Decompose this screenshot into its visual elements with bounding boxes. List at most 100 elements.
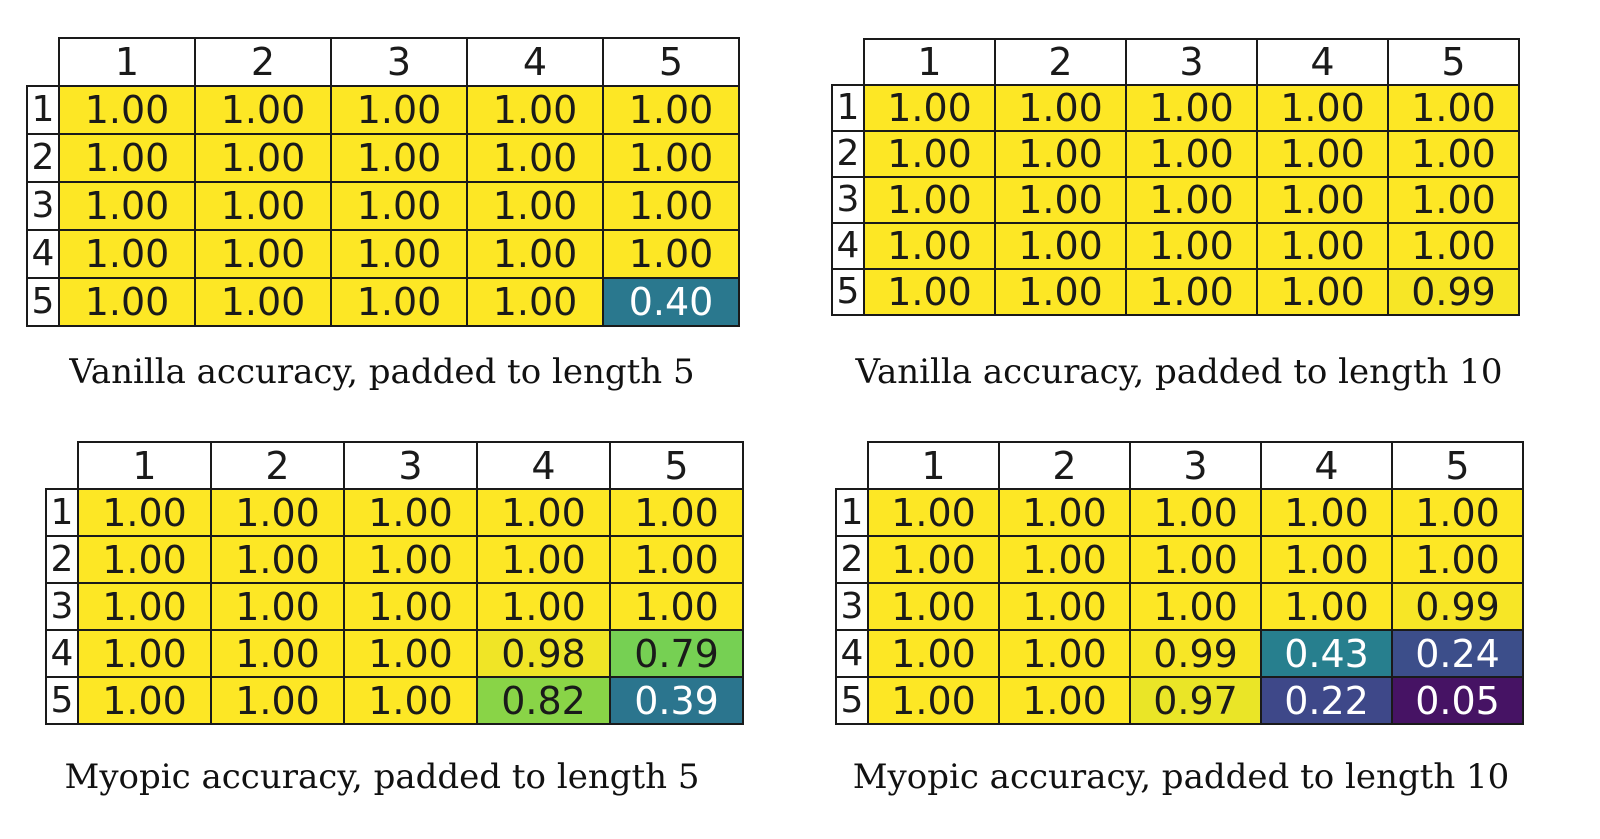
heatmap-cell-r2-c5: 1.00 [609, 535, 744, 584]
table-row: 2 1.00 1.00 1.00 1.00 1.00 [26, 133, 740, 183]
table-row: 3 1.00 1.00 1.00 1.00 1.00 [45, 582, 744, 631]
heatmap-cell-r3-c1: 1.00 [867, 582, 1000, 631]
heatmap-cell-r2-c1: 1.00 [58, 133, 196, 183]
heatmap-cell-r5-c1: 1.00 [77, 676, 212, 725]
heatmap-cell-r4-c3: 1.00 [343, 629, 478, 678]
column-header-4: 4 [1260, 441, 1393, 490]
table-row: 3 1.00 1.00 1.00 1.00 1.00 [831, 176, 1520, 224]
heatmap-cell-r2-c1: 1.00 [863, 130, 996, 178]
heatmap-cell-r5-c1: 1.00 [58, 277, 196, 327]
column-header-2: 2 [210, 441, 345, 490]
heatmap-table: 1 2 3 4 5 1 1.00 1.00 1.00 1.00 1.00 2 1.00 1.00 1.00 1… [831, 38, 1520, 316]
column-header-3: 3 [330, 37, 468, 87]
heatmap-cell-r1-c2: 1.00 [998, 488, 1131, 537]
row-header-1: 1 [45, 488, 79, 537]
heatmap-cell-r1-c5: 1.00 [1387, 84, 1520, 132]
heatmap-cell-r3-c2: 1.00 [998, 582, 1131, 631]
heatmap-cell-r4-c4: 0.98 [476, 629, 611, 678]
heatmap-panel-vanilla-10: 1 2 3 4 5 1 1.00 1.00 1.00 1.00 1.00 2 1.00 1.00 1.00 1… [831, 38, 1520, 316]
caption-myopic-10: Myopic accuracy, padded to length 10 [852, 757, 1510, 797]
row-header-2: 2 [835, 535, 869, 584]
heatmap-cell-r2-c3: 1.00 [1129, 535, 1262, 584]
table-row: 5 1.00 1.00 1.00 1.00 0.40 [26, 277, 740, 327]
heatmap-cell-r3-c1: 1.00 [77, 582, 212, 631]
heatmap-cell-r3-c2: 1.00 [210, 582, 345, 631]
heatmap-cell-r4-c5: 0.79 [609, 629, 744, 678]
heatmap-cell-r2-c3: 1.00 [343, 535, 478, 584]
heatmap-cell-r5-c2: 1.00 [998, 676, 1131, 725]
column-header-1: 1 [58, 37, 196, 87]
heatmap-cell-r1-c3: 1.00 [343, 488, 478, 537]
heatmap-cell-r2-c4: 1.00 [466, 133, 604, 183]
heatmap-cell-r4-c5: 1.00 [1387, 222, 1520, 270]
column-header-2: 2 [994, 38, 1127, 86]
row-header-5: 5 [835, 676, 869, 725]
heatmap-cell-r4-c3: 1.00 [330, 229, 468, 279]
corner-cell [27, 38, 59, 86]
heatmap-cell-r1-c4: 1.00 [1260, 488, 1393, 537]
table-row: 1 1.00 1.00 1.00 1.00 1.00 [45, 488, 744, 537]
table-row: 2 1.00 1.00 1.00 1.00 1.00 [835, 535, 1524, 584]
column-header-3: 3 [1129, 441, 1262, 490]
heatmap-cell-r2-c2: 1.00 [194, 133, 332, 183]
heatmap-cell-r3-c1: 1.00 [58, 181, 196, 231]
heatmap-cell-r5-c2: 1.00 [210, 676, 345, 725]
row-header-3: 3 [835, 582, 869, 631]
heatmap-cell-r1-c3: 1.00 [1129, 488, 1262, 537]
column-header-5: 5 [1391, 441, 1524, 490]
heatmap-cell-r2-c1: 1.00 [77, 535, 212, 584]
heatmap-cell-r3-c2: 1.00 [194, 181, 332, 231]
row-header-5: 5 [45, 676, 79, 725]
heatmap-cell-r5-c4: 1.00 [466, 277, 604, 327]
table-row: 5 1.00 1.00 1.00 1.00 0.99 [831, 268, 1520, 316]
heatmap-cell-r5-c5: 0.99 [1387, 268, 1520, 316]
heatmap-cell-r5-c3: 0.97 [1129, 676, 1262, 725]
table-row: 1 1.00 1.00 1.00 1.00 1.00 [26, 85, 740, 135]
row-header-5: 5 [831, 268, 865, 316]
row-header-3: 3 [45, 582, 79, 631]
table-row: 4 1.00 1.00 1.00 1.00 1.00 [26, 229, 740, 279]
heatmap-cell-r1-c2: 1.00 [994, 84, 1127, 132]
heatmap-cell-r3-c5: 1.00 [602, 181, 740, 231]
heatmap-cell-r2-c2: 1.00 [210, 535, 345, 584]
row-header-2: 2 [26, 133, 60, 183]
heatmap-cell-r3-c1: 1.00 [863, 176, 996, 224]
heatmap-cell-r1-c5: 1.00 [609, 488, 744, 537]
table-row: 1 1.00 1.00 1.00 1.00 1.00 [831, 84, 1520, 132]
row-header-4: 4 [831, 222, 865, 270]
heatmap-cell-r2-c3: 1.00 [1125, 130, 1258, 178]
heatmap-cell-r1-c4: 1.00 [476, 488, 611, 537]
column-header-5: 5 [1387, 38, 1520, 86]
corner-cell [836, 442, 868, 489]
row-header-4: 4 [26, 229, 60, 279]
column-header-2: 2 [194, 37, 332, 87]
heatmap-cell-r3-c2: 1.00 [994, 176, 1127, 224]
heatmap-cell-r4-c4: 1.00 [466, 229, 604, 279]
heatmap-cell-r5-c4: 0.82 [476, 676, 611, 725]
heatmap-cell-r5-c4: 0.22 [1260, 676, 1393, 725]
row-header-2: 2 [45, 535, 79, 584]
table-row: 4 1.00 1.00 1.00 0.98 0.79 [45, 629, 744, 678]
heatmap-cell-r1-c5: 1.00 [1391, 488, 1524, 537]
corner-cell [832, 39, 864, 85]
heatmap-cell-r5-c4: 1.00 [1256, 268, 1389, 316]
heatmap-cell-r4-c2: 1.00 [994, 222, 1127, 270]
row-header-5: 5 [26, 277, 60, 327]
row-header-1: 1 [26, 85, 60, 135]
heatmap-cell-r4-c5: 1.00 [602, 229, 740, 279]
heatmap-cell-r2-c2: 1.00 [994, 130, 1127, 178]
table-row: 3 1.00 1.00 1.00 1.00 0.99 [835, 582, 1524, 631]
heatmap-cell-r3-c5: 1.00 [609, 582, 744, 631]
column-header-2: 2 [998, 441, 1131, 490]
column-header-4: 4 [1256, 38, 1389, 86]
heatmap-cell-r3-c4: 1.00 [466, 181, 604, 231]
table-row: 3 1.00 1.00 1.00 1.00 1.00 [26, 181, 740, 231]
caption-vanilla-5: Vanilla accuracy, padded to length 5 [69, 352, 695, 392]
heatmap-cell-r4-c1: 1.00 [867, 629, 1000, 678]
caption-vanilla-10: Vanilla accuracy, padded to length 10 [855, 352, 1503, 392]
heatmap-cell-r1-c1: 1.00 [58, 85, 196, 135]
table-row: 5 1.00 1.00 1.00 0.82 0.39 [45, 676, 744, 725]
corner-cell [46, 442, 78, 489]
